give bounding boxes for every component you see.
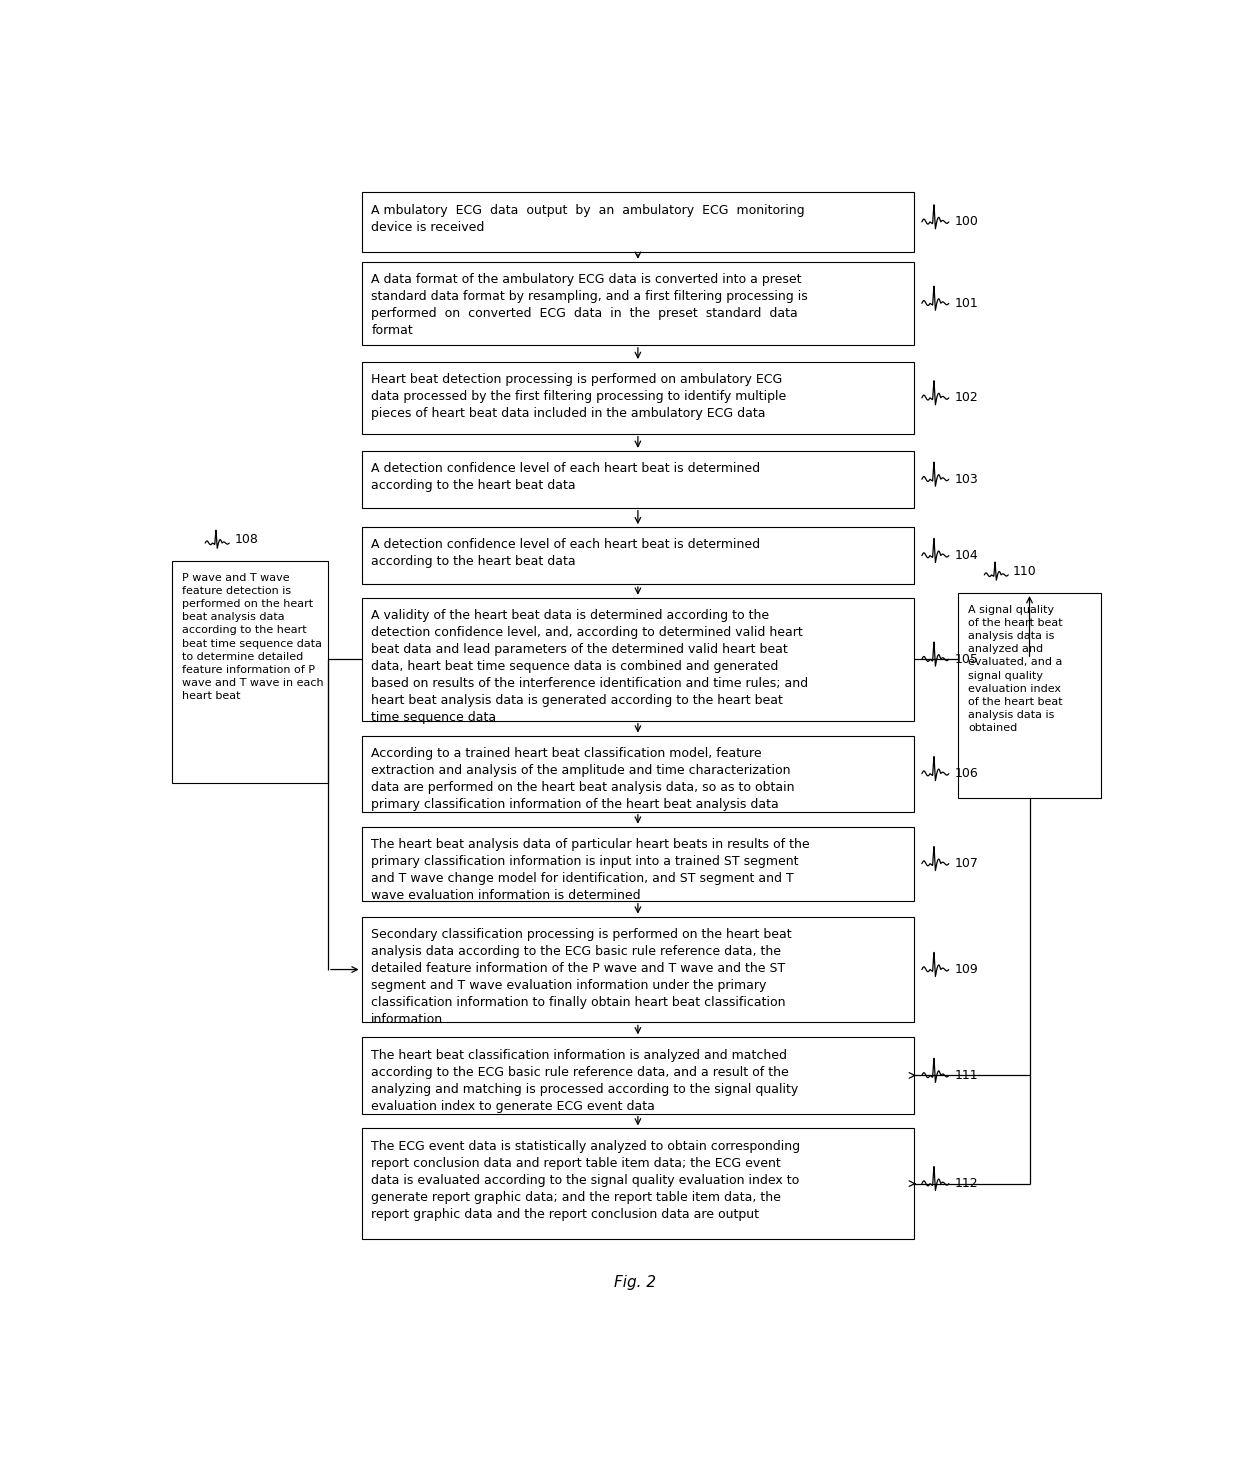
Text: The heart beat analysis data of particular heart beats in results of the
primary: The heart beat analysis data of particul… xyxy=(371,839,810,902)
FancyBboxPatch shape xyxy=(362,917,914,1022)
Text: Heart beat detection processing is performed on ambulatory ECG
data processed by: Heart beat detection processing is perfo… xyxy=(371,373,786,420)
Text: The heart beat classification information is analyzed and matched
according to t: The heart beat classification informatio… xyxy=(371,1049,799,1112)
FancyBboxPatch shape xyxy=(362,451,914,507)
Text: 107: 107 xyxy=(955,858,978,870)
FancyBboxPatch shape xyxy=(362,362,914,433)
FancyBboxPatch shape xyxy=(362,192,914,251)
FancyBboxPatch shape xyxy=(362,1037,914,1114)
Text: 106: 106 xyxy=(955,768,978,779)
Text: A validity of the heart beat data is determined according to the
detection confi: A validity of the heart beat data is det… xyxy=(371,609,808,725)
FancyBboxPatch shape xyxy=(362,827,914,901)
Text: 109: 109 xyxy=(955,963,978,976)
Text: 110: 110 xyxy=(1013,565,1037,578)
Text: 105: 105 xyxy=(955,652,978,666)
Text: 103: 103 xyxy=(955,473,978,485)
Text: Fig. 2: Fig. 2 xyxy=(615,1275,656,1290)
Text: Secondary classification processing is performed on the heart beat
analysis data: Secondary classification processing is p… xyxy=(371,927,792,1026)
Text: The ECG event data is statistically analyzed to obtain corresponding
report conc: The ECG event data is statistically anal… xyxy=(371,1140,800,1220)
Text: 100: 100 xyxy=(955,216,978,228)
Text: P wave and T wave
feature detection is
performed on the heart
beat analysis data: P wave and T wave feature detection is p… xyxy=(182,572,324,701)
Text: A detection confidence level of each heart beat is determined
according to the h: A detection confidence level of each hea… xyxy=(371,538,760,568)
FancyBboxPatch shape xyxy=(959,593,1101,799)
Text: A detection confidence level of each heart beat is determined
according to the h: A detection confidence level of each hea… xyxy=(371,463,760,493)
Text: 102: 102 xyxy=(955,392,978,404)
FancyBboxPatch shape xyxy=(362,1128,914,1239)
Text: 108: 108 xyxy=(234,534,258,546)
Text: A signal quality
of the heart beat
analysis data is
analyzed and
evaluated, and : A signal quality of the heart beat analy… xyxy=(968,605,1063,734)
FancyBboxPatch shape xyxy=(362,527,914,584)
Text: 111: 111 xyxy=(955,1069,978,1083)
Text: 112: 112 xyxy=(955,1177,978,1191)
FancyBboxPatch shape xyxy=(362,735,914,812)
Text: According to a trained heart beat classification model, feature
extraction and a: According to a trained heart beat classi… xyxy=(371,747,795,810)
Text: 101: 101 xyxy=(955,297,978,309)
Text: A mbulatory  ECG  data  output  by  an  ambulatory  ECG  monitoring
device is re: A mbulatory ECG data output by an ambula… xyxy=(371,204,805,234)
FancyBboxPatch shape xyxy=(172,561,327,784)
FancyBboxPatch shape xyxy=(362,262,914,345)
FancyBboxPatch shape xyxy=(362,598,914,720)
Text: A data format of the ambulatory ECG data is converted into a preset
standard dat: A data format of the ambulatory ECG data… xyxy=(371,274,808,337)
Text: 104: 104 xyxy=(955,549,978,562)
